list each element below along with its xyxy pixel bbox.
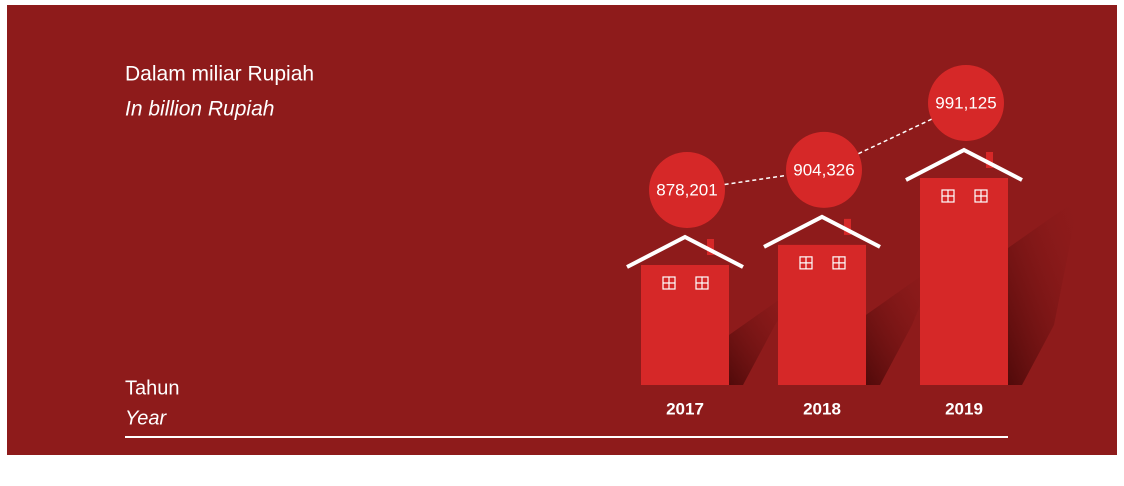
chimney (986, 152, 993, 168)
window-cross (696, 277, 708, 289)
x-axis-label-en: Year (125, 407, 167, 429)
value-bubble (649, 152, 725, 228)
x-axis-label: Tahun (125, 377, 180, 399)
roof (905, 147, 1023, 182)
x-tick-label: 2018 (803, 399, 841, 418)
house-shadow (1008, 198, 1079, 385)
x-tick-label: 2019 (945, 399, 983, 418)
connector (724, 174, 787, 186)
chart-subtitle: In billion Rupiah (125, 98, 274, 121)
bar (920, 178, 1008, 385)
window-cross (800, 256, 812, 269)
house-shadow (866, 264, 937, 385)
window-cross (942, 190, 954, 202)
window-cross (833, 256, 845, 269)
window-cross (663, 277, 675, 289)
roof (763, 214, 881, 249)
value-bubble (928, 65, 1004, 141)
chimney (707, 239, 714, 255)
roof (626, 234, 744, 269)
value-bubble (786, 131, 862, 208)
value-label: 991,125 (935, 93, 996, 112)
bar (778, 244, 866, 385)
value-label: 878,201 (656, 180, 717, 199)
connector-layer (724, 118, 932, 186)
chart-title: Dalam miliar Rupiah (125, 63, 314, 86)
chimney (844, 218, 851, 235)
value-label: 904,326 (793, 160, 854, 179)
x-tick-label: 2017 (666, 399, 704, 418)
bar (641, 265, 729, 385)
window-cross (975, 190, 987, 202)
